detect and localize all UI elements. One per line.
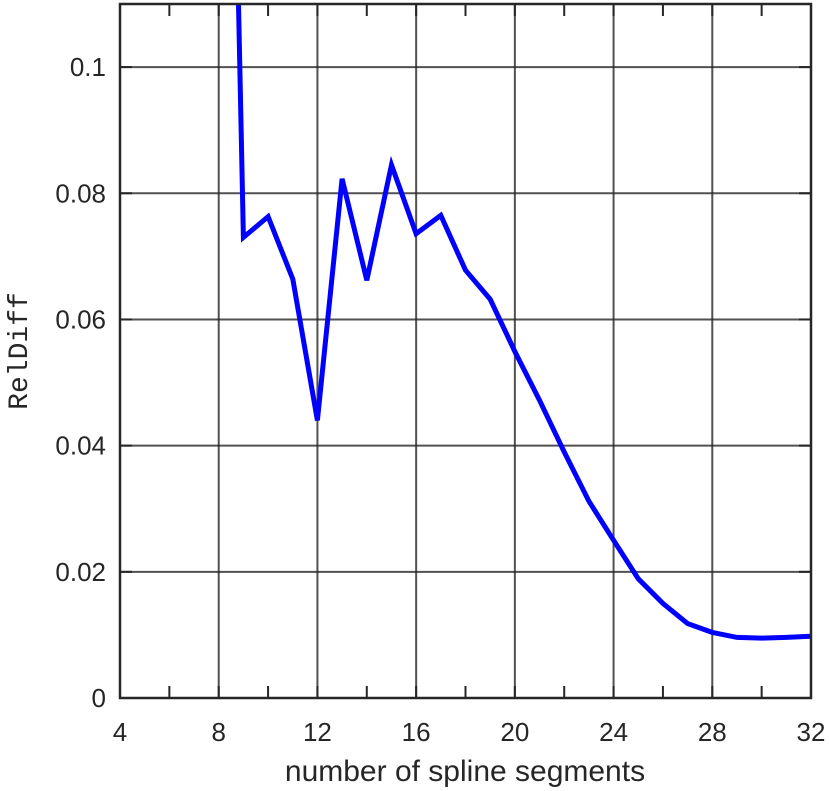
x-tick-label: 32 <box>797 717 826 747</box>
y-tick-label: 0 <box>92 683 106 713</box>
x-tick-label: 12 <box>303 717 332 747</box>
y-tick-label: 0.06 <box>55 304 106 334</box>
y-tick-label: 0.04 <box>55 431 106 461</box>
x-tick-label: 28 <box>698 717 727 747</box>
tick-marks <box>119 4 812 699</box>
y-tick-label: 0.08 <box>55 178 106 208</box>
x-axis-label: number of spline segments <box>285 755 645 788</box>
x-tick-label: 20 <box>500 717 529 747</box>
plot-background <box>120 4 811 698</box>
x-tick-label: 4 <box>113 717 127 747</box>
x-tick-label: 8 <box>211 717 225 747</box>
x-tick-label: 24 <box>599 717 628 747</box>
series-line <box>236 3 812 641</box>
y-axis-label: RelDiff <box>5 292 36 410</box>
y-tick-label: 0.02 <box>55 557 106 587</box>
x-tick-labels: 4 8 12 16 20 24 28 32 <box>113 717 826 747</box>
x-tick-label: 16 <box>402 717 431 747</box>
data-series <box>236 3 812 641</box>
y-tick-label: 0.1 <box>70 52 106 82</box>
y-tick-labels: 0 0.02 0.04 0.06 0.08 0.1 <box>55 52 106 713</box>
grid-lines <box>120 4 811 698</box>
